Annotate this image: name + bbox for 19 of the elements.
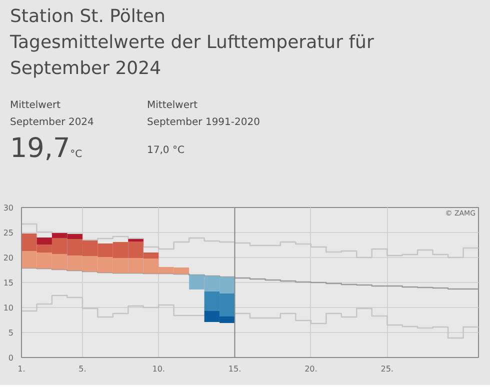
y-tick-label: 20 <box>3 254 14 262</box>
y-tick-label: 25 <box>3 228 14 238</box>
chart-title: Station St. Pölten <box>10 6 166 27</box>
y-tick-label: 10 <box>3 304 14 312</box>
chart-subtitle: Tagesmittelwerte der Lufttemperatur für September 2024 <box>10 32 374 79</box>
y-tick-label: 5 <box>8 328 14 338</box>
x-tick-label: 1. <box>18 364 26 374</box>
x-tick-label: 10. <box>152 364 165 374</box>
text: 19,7°C <box>10 133 82 164</box>
y-tick-label: 15 <box>3 278 14 288</box>
y-tick-label: 0 <box>8 354 14 362</box>
x-tick-label: 15. <box>228 364 242 374</box>
text: Mittelwert September 2024 <box>10 100 94 128</box>
text: 17,0 °C <box>147 145 184 156</box>
x-tick-label: 25. <box>380 364 394 374</box>
x-tick-label: 5. <box>78 364 86 374</box>
x-tick-label: 20. <box>304 364 318 374</box>
text: Mittelwert September 1991-2020 <box>147 100 260 128</box>
y-tick-label: 30 <box>3 204 14 212</box>
